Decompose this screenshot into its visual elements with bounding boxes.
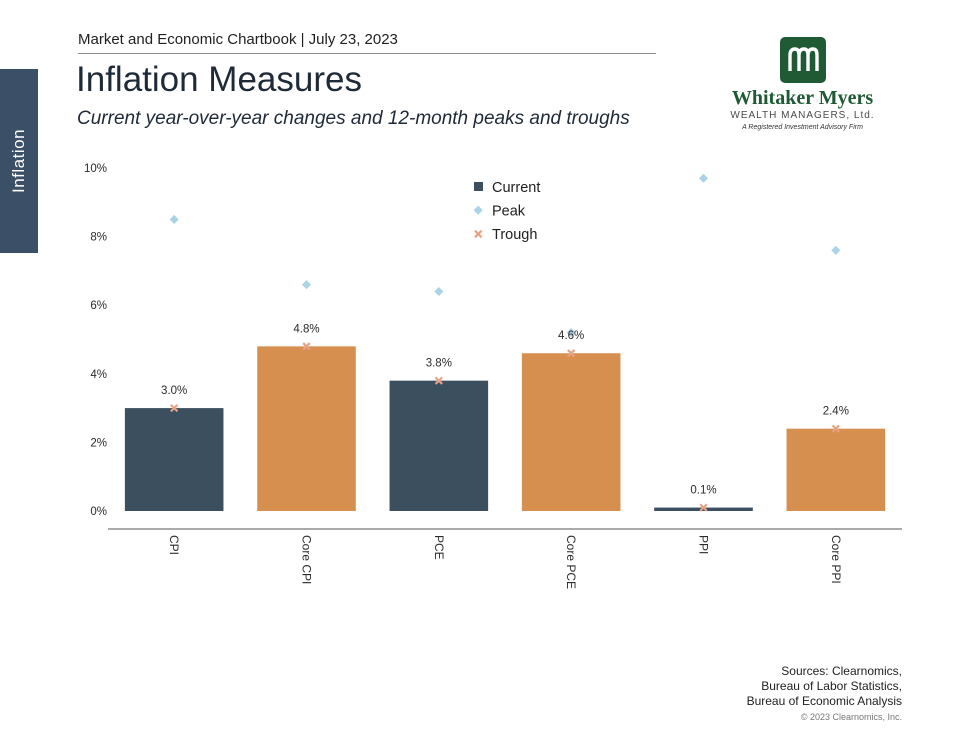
legend-label: Current <box>492 180 540 196</box>
bar-core-pce <box>521 353 621 511</box>
y-tick-label: 8% <box>90 232 107 244</box>
sources-block: Sources: Clearnomics, Bureau of Labor St… <box>747 664 902 725</box>
x-tick-label: Core PCE <box>564 535 578 589</box>
x-tick-label: Core CPI <box>300 535 314 584</box>
legend-swatch-peak <box>473 205 483 215</box>
trough-marker <box>699 503 708 512</box>
source-line-1: Sources: Clearnomics, <box>781 664 902 678</box>
logo-subline: A Registered Investment Advisory Firm <box>742 124 863 131</box>
chartbook-header: Market and Economic Chartbook | July 23,… <box>78 31 398 48</box>
bar-cpi <box>124 408 224 511</box>
legend-label: Peak <box>492 204 526 220</box>
peak-marker <box>698 173 709 183</box>
y-tick-label: 4% <box>90 369 107 381</box>
side-tab: Inflation <box>0 69 38 253</box>
data-label: 2.4% <box>823 406 849 418</box>
trough-marker <box>170 404 179 413</box>
source-line-2: Bureau of Labor Statistics, <box>761 679 902 693</box>
logo-tagline: WEALTH MANAGERS, Ltd. <box>730 110 875 121</box>
x-tick-label: CPI <box>167 535 181 555</box>
data-label: 3.8% <box>426 358 452 370</box>
x-tick-label: PPI <box>697 535 711 554</box>
trough-marker <box>567 349 576 358</box>
logo-name: Whitaker Myers <box>731 87 874 109</box>
chart-axes: 0% 2% 4% 6% 8% 10% <box>84 163 902 530</box>
legend-label: Trough <box>492 227 537 243</box>
data-label: 4.6% <box>558 330 584 342</box>
page-title: Inflation Measures <box>76 60 362 99</box>
data-label: 3.0% <box>161 385 187 397</box>
trough-marker-stroke <box>170 404 179 413</box>
legend-swatch-trough <box>474 229 483 239</box>
x-tick-label: PCE <box>432 535 446 560</box>
y-tick-label: 0% <box>90 506 107 518</box>
trough-marker <box>434 376 443 385</box>
legend-trough-stroke <box>474 229 483 239</box>
data-label: 0.1% <box>690 485 716 497</box>
page-subtitle: Current year-over-year changes and 12-mo… <box>77 108 630 129</box>
trough-marker-stroke <box>699 503 708 512</box>
bar-core-ppi <box>786 428 886 511</box>
copyright: © 2023 Clearnomics, Inc. <box>800 712 902 722</box>
x-tick-label: Core PPI <box>829 535 843 584</box>
y-tick-label: 10% <box>84 163 107 175</box>
bar-pce <box>389 380 489 511</box>
source-line-3: Bureau of Economic Analysis <box>746 694 902 708</box>
logo-mark-icon <box>779 37 826 83</box>
chart-labels: 3.0% CPI 4.8% Core CPI 3.8% PCE 4.6% Core PCE 0.… <box>161 323 849 589</box>
header-divider <box>78 53 656 54</box>
chart-bars <box>124 346 886 511</box>
peak-marker <box>434 286 444 297</box>
peak-marker <box>169 214 179 224</box>
trough-marker <box>302 342 311 351</box>
peak-marker <box>831 245 841 255</box>
trough-marker <box>831 424 840 433</box>
trough-marker-stroke <box>302 342 311 351</box>
trough-marker-stroke <box>567 349 576 358</box>
legend-swatch-current <box>474 182 483 191</box>
company-logo: Whitaker Myers WEALTH MANAGERS, Ltd. A R… <box>720 37 885 142</box>
peak-marker <box>301 280 312 290</box>
bar-core-cpi <box>257 346 356 511</box>
data-label: 4.8% <box>293 323 319 335</box>
trough-marker-stroke <box>831 424 840 433</box>
trough-marker-stroke <box>434 376 443 385</box>
chart-legend: Current Peak Trough <box>473 180 540 243</box>
bar-ppi <box>654 507 753 511</box>
y-tick-label: 6% <box>90 300 107 312</box>
y-tick-label: 2% <box>90 437 107 449</box>
